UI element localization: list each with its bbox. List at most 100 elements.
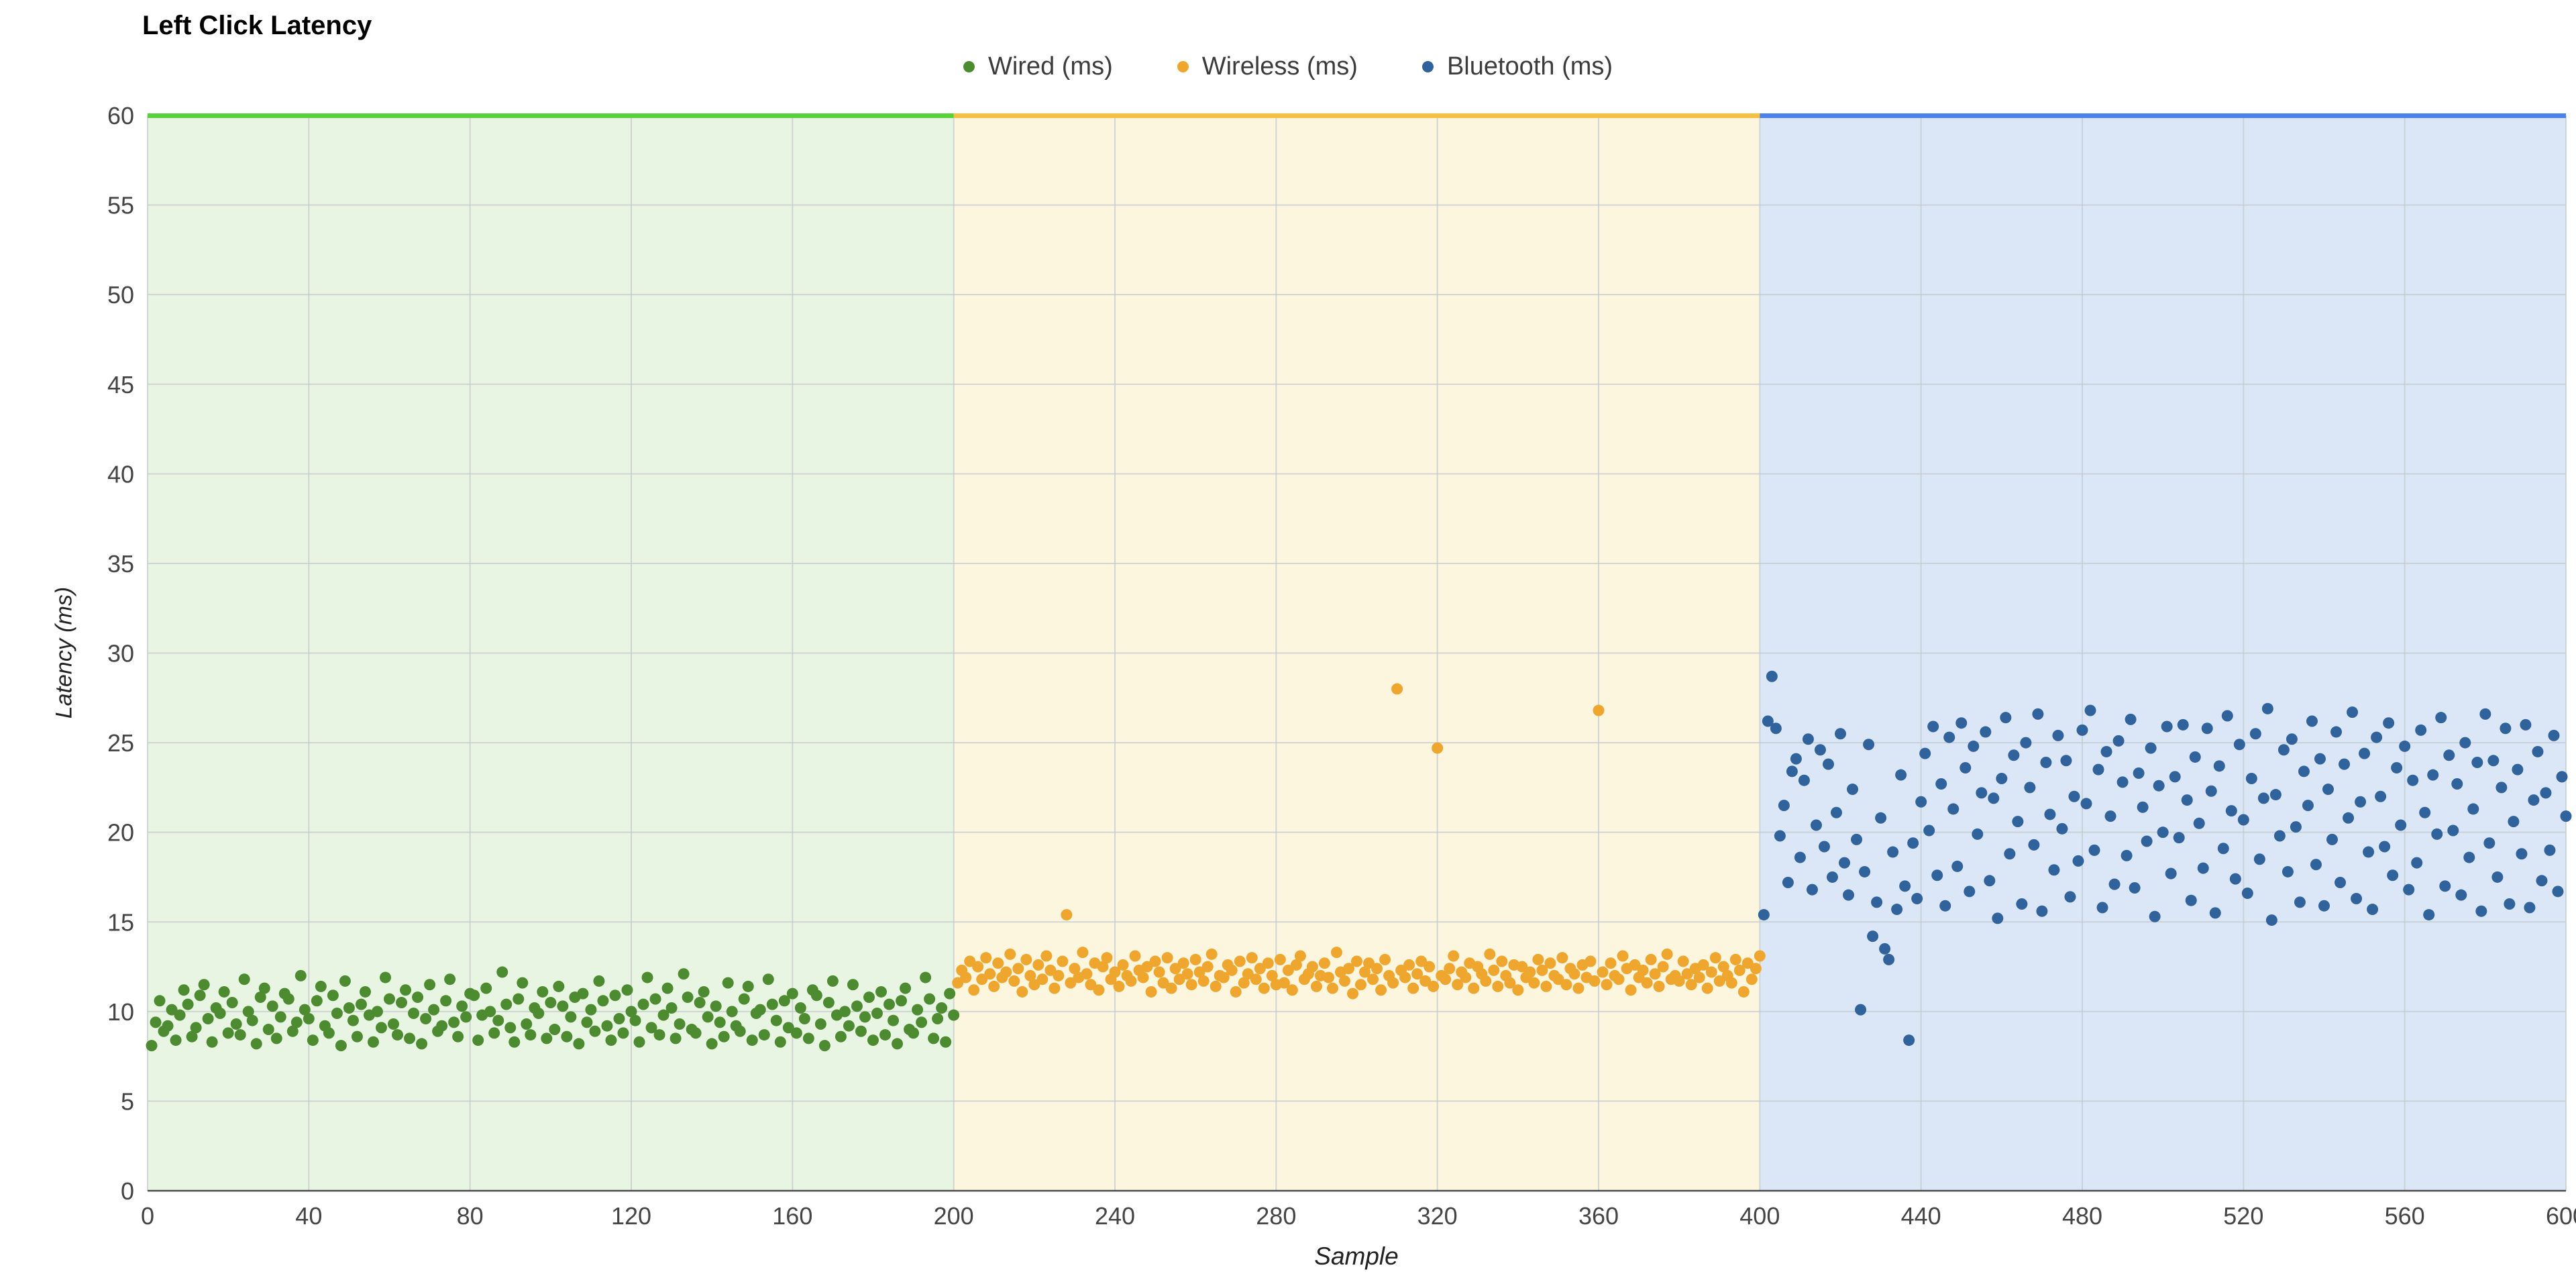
data-point [294,969,307,981]
data-point [1657,961,1669,973]
data-point [1428,980,1440,992]
data-point [1399,971,1411,983]
y-tick-label: 10 [107,998,134,1026]
data-point [166,1004,178,1016]
data-point [190,1022,202,1034]
data-point [1351,955,1362,967]
data-point [2221,710,2233,722]
data-point [1733,964,1746,976]
data-point [2040,756,2052,768]
data-point [420,1013,432,1025]
data-point [1935,778,1947,790]
data-point [549,1024,561,1036]
data-point [1218,971,1230,983]
data-point [448,1016,460,1028]
data-point [1847,784,1859,796]
data-point [2298,765,2310,778]
data-point [456,1000,468,1012]
data-point [637,998,649,1010]
data-point [359,985,371,998]
data-point [1806,884,1818,896]
data-point [2443,749,2455,761]
data-point [1947,803,1960,815]
y-tick-label: 20 [107,819,134,847]
data-point [533,1008,545,1020]
data-point [561,1030,573,1043]
data-point [500,998,513,1010]
data-point [2257,792,2269,804]
data-point [496,966,508,978]
data-point [1839,857,1851,869]
data-point [2269,789,2282,801]
data-point [1996,773,2008,785]
data-point [1262,957,1274,969]
data-point [150,1016,162,1028]
data-point [2225,805,2237,817]
data-point [1972,828,1984,840]
data-point [992,957,1004,969]
data-point [154,995,166,1007]
data-point [1448,950,1460,962]
legend-item-bluetooth[interactable]: Bluetooth (ms) [1421,52,1613,81]
data-point [2161,720,2173,733]
data-point [1338,975,1350,987]
x-tick-label: 320 [1417,1202,1458,1230]
data-point [2032,708,2044,720]
data-point [2491,871,2504,883]
data-point [1129,950,1141,962]
data-point [1093,984,1105,996]
data-point [525,1029,537,1041]
data-point [1185,979,1197,991]
data-point [1028,979,1040,991]
data-point [254,991,266,1003]
data-point [504,1022,517,1034]
data-point [1278,977,1290,989]
y-tick-label: 45 [107,371,134,398]
data-point [2060,755,2072,767]
data-point [2415,724,2427,736]
data-point [1681,968,1693,980]
data-point [1976,787,1988,799]
data-point [1149,955,1161,967]
data-point [1020,953,1032,965]
data-point [2487,755,2500,767]
data-point [1016,985,1028,998]
data-point [1637,964,1649,976]
data-point [1371,963,1383,975]
data-point [2536,875,2548,887]
data-point [875,985,888,998]
data-point [242,1006,254,1018]
legend-item-wireless[interactable]: Wireless (ms) [1177,52,1358,81]
data-point [2121,849,2133,861]
data-point [1891,904,1903,916]
data-point [1044,964,1057,976]
data-point [896,995,908,1007]
data-point [1568,968,1580,980]
region-top-strip-0 [148,113,954,118]
data-point [2399,740,2411,752]
legend-item-wired[interactable]: Wired (ms) [963,52,1113,81]
data-point [1540,980,1552,992]
data-point [2181,794,2193,806]
data-point [1762,715,1774,727]
data-point [1266,969,1278,981]
data-point [2322,784,2334,796]
data-point [960,971,972,983]
data-point [323,1027,335,1039]
data-point [375,1022,387,1034]
data-point [1205,948,1218,960]
data-point [2383,717,2395,729]
data-point [2451,778,2463,790]
data-point [266,1000,278,1012]
data-point [794,1002,806,1014]
data-point [883,998,896,1010]
data-point [2233,739,2245,751]
data-point [2294,896,2306,908]
data-point [146,1040,158,1052]
data-point [1798,774,1810,786]
data-point [2072,855,2084,867]
data-point [2044,808,2056,820]
data-point [2125,713,2137,725]
data-point [545,996,557,1008]
data-point [778,995,790,1007]
